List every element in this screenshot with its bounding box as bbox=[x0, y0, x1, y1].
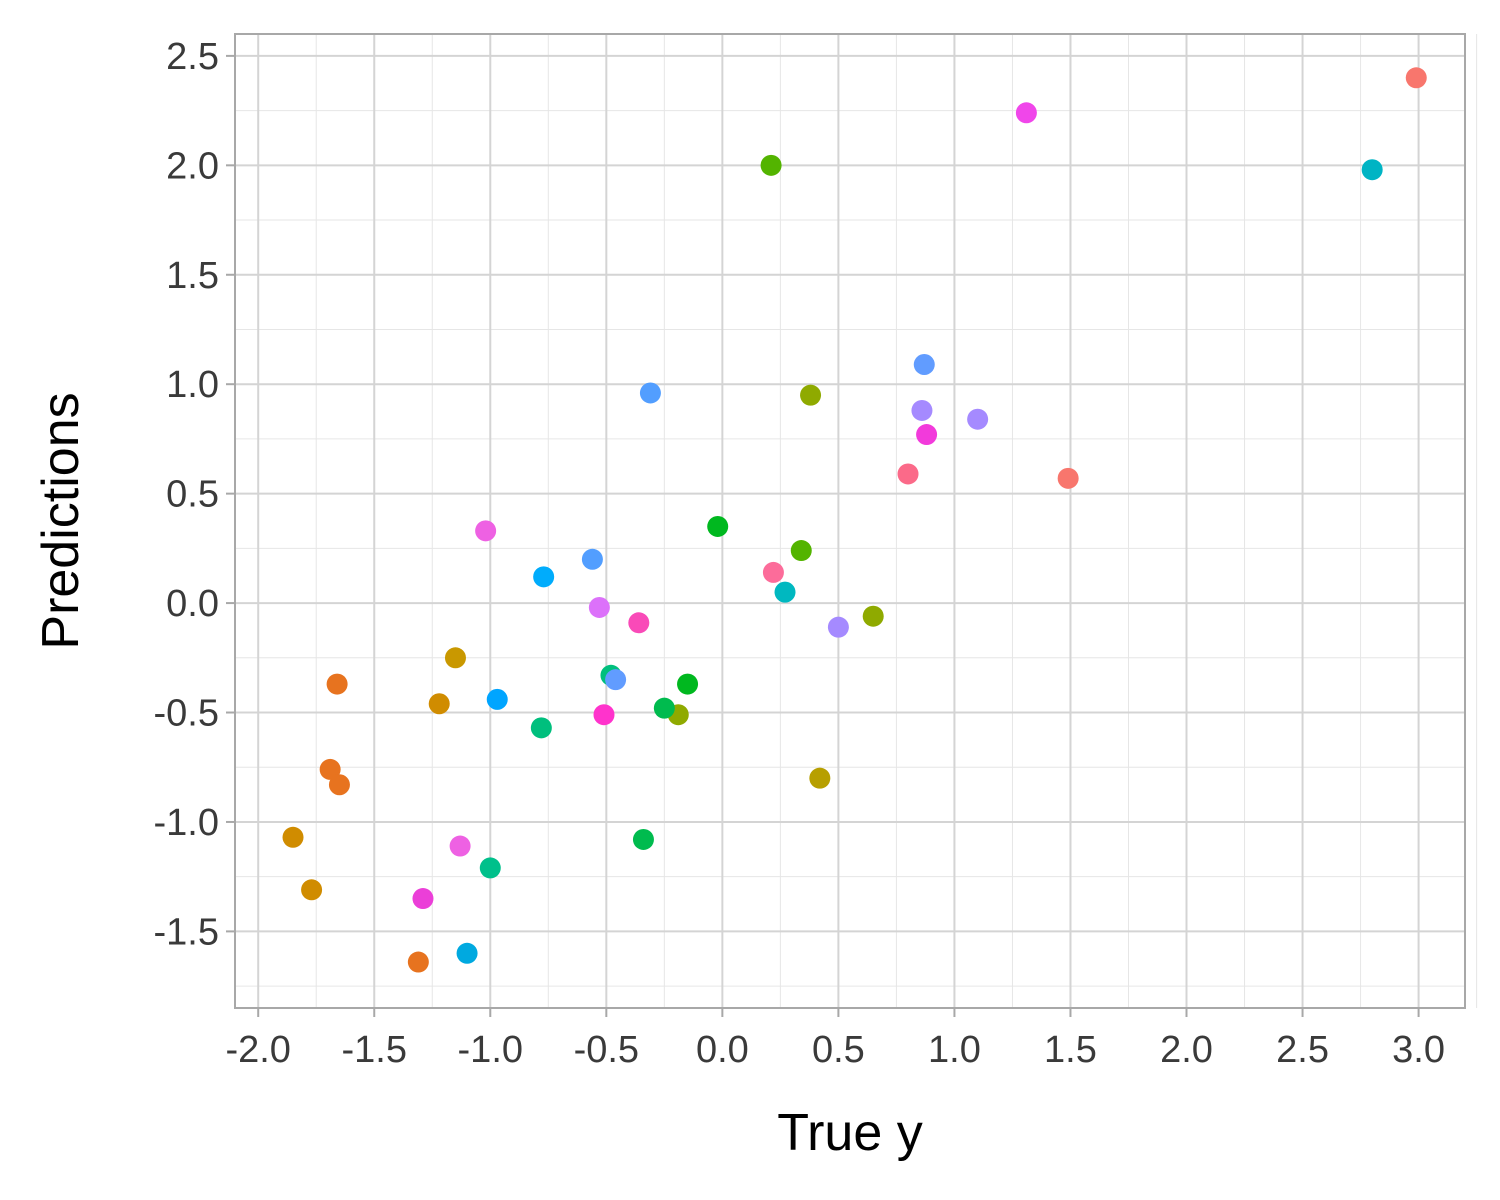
x-tick-label: 0.5 bbox=[812, 1029, 865, 1071]
data-point bbox=[533, 566, 555, 588]
panel-border bbox=[234, 33, 1466, 1009]
data-point bbox=[827, 616, 849, 638]
data-point bbox=[628, 612, 650, 634]
data-point bbox=[328, 774, 350, 796]
y-tick-label: 2.0 bbox=[166, 145, 219, 187]
data-point bbox=[707, 515, 729, 537]
x-tick-label: 2.0 bbox=[1160, 1029, 1213, 1071]
x-tick-label: -1.0 bbox=[458, 1029, 523, 1071]
data-point bbox=[1057, 467, 1079, 489]
data-point bbox=[1361, 159, 1383, 181]
data-point bbox=[301, 879, 323, 901]
data-point bbox=[593, 704, 615, 726]
y-tick-label: -1.5 bbox=[154, 911, 219, 953]
x-tick-label: -2.0 bbox=[225, 1029, 290, 1071]
data-point bbox=[677, 673, 699, 695]
x-tick-label: -1.5 bbox=[342, 1029, 407, 1071]
data-point bbox=[762, 561, 784, 583]
data-point bbox=[319, 758, 341, 780]
data-point bbox=[449, 835, 471, 857]
data-point bbox=[639, 382, 661, 404]
data-point bbox=[444, 647, 466, 669]
x-axis: -2.0 -1.5 -1.0 -0.5 0.0 0.5 1.0 1.5 2.0 2.5 3.0 bbox=[225, 1008, 1445, 1071]
data-point bbox=[632, 828, 654, 850]
data-point bbox=[486, 688, 508, 710]
data-point bbox=[479, 857, 501, 879]
data-point bbox=[653, 697, 675, 719]
data-point bbox=[862, 605, 884, 627]
data-points bbox=[282, 67, 1427, 973]
data-point bbox=[428, 693, 450, 715]
data-point bbox=[475, 520, 497, 542]
data-point bbox=[967, 408, 989, 430]
data-point bbox=[412, 888, 434, 910]
data-point bbox=[407, 951, 429, 973]
y-tick-label: 2.5 bbox=[166, 36, 219, 78]
data-point bbox=[916, 424, 938, 446]
x-tick-label: 2.5 bbox=[1276, 1029, 1329, 1071]
y-tick-label: 1.0 bbox=[166, 364, 219, 406]
data-point bbox=[1015, 102, 1037, 124]
data-point bbox=[581, 548, 603, 570]
y-tick-label: 0.5 bbox=[166, 474, 219, 516]
x-tick-label: -0.5 bbox=[574, 1029, 639, 1071]
grid bbox=[235, 34, 1478, 1008]
y-tick-label: 0.0 bbox=[166, 583, 219, 625]
x-axis-title: True y bbox=[777, 1104, 922, 1162]
data-point bbox=[800, 384, 822, 406]
y-axis: -1.5 -1.0 -0.5 0.0 0.5 1.0 1.5 2.0 2.5 bbox=[154, 36, 235, 953]
data-point bbox=[605, 669, 627, 691]
y-tick-label: 1.5 bbox=[166, 255, 219, 297]
data-point bbox=[911, 399, 933, 421]
data-point bbox=[282, 826, 304, 848]
data-point bbox=[897, 463, 919, 485]
data-point bbox=[790, 540, 812, 562]
data-point bbox=[456, 942, 478, 964]
x-tick-label: 0.0 bbox=[696, 1029, 749, 1071]
x-tick-label: 1.0 bbox=[928, 1029, 981, 1071]
data-point bbox=[530, 717, 552, 739]
data-point bbox=[774, 581, 796, 603]
x-tick-label: 3.0 bbox=[1392, 1029, 1445, 1071]
y-axis-title: Predictions bbox=[32, 392, 90, 649]
data-point bbox=[326, 673, 348, 695]
x-tick-label: 1.5 bbox=[1044, 1029, 1097, 1071]
data-point bbox=[1405, 67, 1427, 89]
data-point bbox=[588, 596, 610, 618]
y-tick-label: -0.5 bbox=[154, 693, 219, 735]
data-point bbox=[809, 767, 831, 789]
data-point bbox=[913, 354, 935, 376]
data-point bbox=[760, 154, 782, 176]
y-tick-label: -1.0 bbox=[154, 802, 219, 844]
